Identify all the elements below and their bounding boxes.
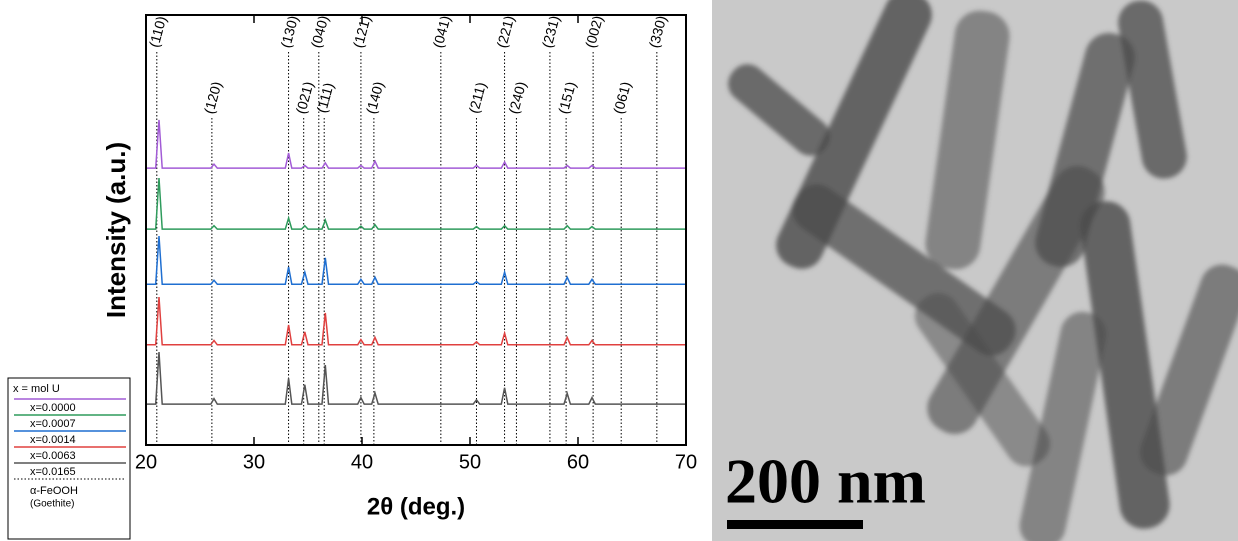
series-line <box>146 119 686 169</box>
peak-label: (240) <box>505 80 529 116</box>
scale-bar <box>727 520 863 529</box>
legend-label: (Goethite) <box>30 499 74 510</box>
x-tick-label: 50 <box>459 451 481 473</box>
peak-label: (211) <box>465 80 489 115</box>
legend-title: x = mol U <box>13 383 60 395</box>
series-line <box>146 352 686 405</box>
x-axis-label: 2θ (deg.) <box>367 493 465 520</box>
legend: x = mol U x=0.0000 x=0.0007 x=0.0014 x=0.006… <box>7 377 131 540</box>
x-tick-label: 40 <box>351 451 373 473</box>
peak-label: (151) <box>555 80 579 116</box>
peak-label: (002) <box>582 14 606 50</box>
peak-label: (140) <box>363 80 387 116</box>
peak-label: (130) <box>277 14 301 50</box>
legend-label: x=0.0000 <box>30 402 76 414</box>
scale-bar-label: 200 nm <box>725 446 926 517</box>
series-line <box>146 177 686 230</box>
peak-label: (111) <box>313 81 336 115</box>
legend-label: x=0.0165 <box>30 466 76 478</box>
peak-label: (040) <box>308 14 332 50</box>
peak-label: (231) <box>539 14 563 50</box>
peak-label: (061) <box>610 80 634 116</box>
series-line <box>146 235 686 285</box>
peak-label: (330) <box>646 14 670 50</box>
x-tick-label: 60 <box>567 451 589 473</box>
x-tick-label: 20 <box>135 451 157 473</box>
legend-label: α-FeOOH <box>30 485 78 497</box>
legend-box <box>7 377 131 540</box>
legend-label: x=0.0014 <box>30 434 76 446</box>
peak-label: (120) <box>201 80 225 116</box>
peak-label: (041) <box>430 14 454 50</box>
series-line <box>146 297 686 346</box>
plot-frame <box>145 14 687 446</box>
tem-image: 200 nm <box>712 0 1238 541</box>
peak-label: (221) <box>493 14 517 50</box>
peak-label: (110) <box>146 14 170 49</box>
y-axis-label: Intensity (a.u.) <box>101 142 131 318</box>
legend-label: x=0.0063 <box>30 450 76 462</box>
x-tick-label: 70 <box>675 451 697 473</box>
legend-label: x=0.0007 <box>30 418 76 430</box>
xrd-chart: (110)(120)(130)(021)(040)(111)(121)(140)… <box>7 14 697 540</box>
x-tick-label: 30 <box>243 451 265 473</box>
